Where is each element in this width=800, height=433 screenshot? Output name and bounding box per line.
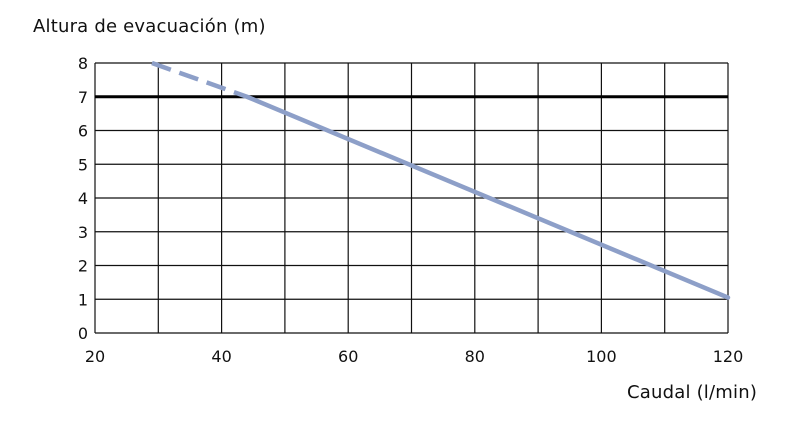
y-tick-label: 5: [78, 155, 88, 174]
x-axis-ticks: 20 40 60 80 100 120: [85, 347, 743, 366]
y-tick-label: 6: [78, 122, 88, 141]
x-tick-label: 80: [465, 347, 485, 366]
x-tick-label: 40: [211, 347, 231, 366]
series-group: [151, 60, 731, 300]
series-line-segment: [244, 94, 731, 300]
y-tick-label: 1: [78, 290, 88, 309]
grid: [94, 62, 729, 334]
y-tick-label: 7: [78, 88, 88, 107]
x-axis-label: Caudal (l/min): [627, 382, 758, 403]
y-tick-label: 3: [78, 223, 88, 242]
x-tick-label: 60: [338, 347, 358, 366]
y-tick-label: 4: [78, 189, 88, 208]
x-tick-label: 20: [85, 347, 105, 366]
series-line-dashed-segment: [151, 60, 248, 99]
y-tick-label: 8: [78, 54, 88, 73]
x-tick-label: 100: [586, 347, 617, 366]
y-axis-label: Altura de evacuación (m): [33, 16, 266, 37]
y-tick-label: 0: [78, 324, 88, 343]
x-tick-label: 120: [713, 347, 744, 366]
y-tick-label: 2: [78, 257, 88, 276]
y-axis-ticks: 0 1 2 3 4 5 6 7 8: [78, 54, 88, 343]
